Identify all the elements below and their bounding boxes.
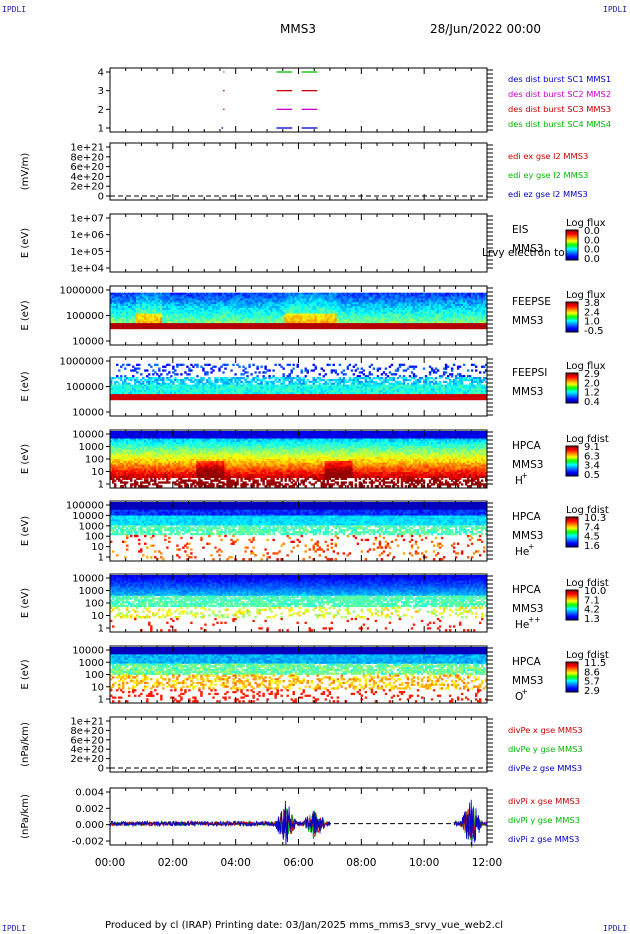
spectrogram-cell bbox=[232, 364, 234, 366]
spectrogram-cell bbox=[248, 366, 250, 368]
spectrogram-cell bbox=[234, 373, 236, 375]
instrument-label: EIS bbox=[512, 224, 529, 236]
spectrogram-cell bbox=[264, 377, 266, 379]
y-tick-label: 1000000 bbox=[59, 286, 104, 297]
y-axis-label: E (eV) bbox=[20, 228, 31, 258]
spectrogram-cell bbox=[246, 377, 248, 379]
spectrogram-cell bbox=[208, 364, 210, 366]
y-tick-label: 1e+05 bbox=[70, 247, 104, 258]
colorbar bbox=[566, 302, 578, 332]
spectrogram-cell bbox=[238, 366, 240, 368]
y-axis-label: E (eV) bbox=[20, 300, 31, 330]
spectrogram-cell bbox=[124, 368, 126, 370]
spectrogram-cell bbox=[148, 373, 150, 375]
spectrogram-cell bbox=[252, 364, 254, 366]
spectrogram-cell bbox=[244, 368, 246, 370]
spectrogram-cell bbox=[212, 369, 214, 371]
spectrogram-cell bbox=[260, 366, 262, 368]
legend-entry: edi ey gse l2 MMS3 bbox=[508, 170, 588, 180]
legend-entry: edi ez gse l2 MMS3 bbox=[508, 189, 588, 199]
legend-entry: des dist burst SC2 MMS2 bbox=[508, 89, 611, 99]
spectrogram-cell bbox=[206, 373, 208, 375]
panel-burst: 4 3 2 1 des dist burst SC1 MMS1 des dist burs… bbox=[98, 68, 611, 135]
spectrogram-cell bbox=[258, 371, 260, 373]
colorbar-tick-label: -0.5 bbox=[584, 326, 604, 337]
panel-frame bbox=[110, 214, 487, 272]
y-tick-label: 10000 bbox=[72, 337, 104, 348]
y-tick-label: 1e+07 bbox=[70, 214, 104, 225]
spectrogram-cell bbox=[116, 364, 118, 366]
spectrogram-cell bbox=[196, 375, 198, 377]
spectrogram-cell bbox=[274, 364, 276, 366]
overlay-text: Lrvy electron to bbox=[482, 247, 565, 259]
y-tick-label: 1 bbox=[98, 124, 104, 135]
spectrogram-cell bbox=[218, 369, 220, 371]
y-tick-label: 3 bbox=[98, 86, 104, 97]
spectrogram-cell bbox=[160, 373, 162, 375]
spectrogram-cell bbox=[168, 364, 170, 366]
spectrogram-cell bbox=[190, 369, 192, 371]
y-tick-label: 1e+04 bbox=[70, 264, 104, 275]
instrument-label: FEEPSE bbox=[512, 296, 551, 308]
spectrogram-cell bbox=[222, 371, 224, 373]
spectrogram-cell bbox=[174, 369, 176, 371]
spectrogram-cell bbox=[150, 366, 152, 368]
spectrogram-cell bbox=[170, 375, 172, 377]
y-tick-label: 1e+06 bbox=[70, 230, 104, 241]
spectrogram-cell bbox=[118, 369, 120, 371]
spectrogram-cell bbox=[138, 368, 140, 370]
legend-entry: des dist burst SC1 MMS1 bbox=[508, 74, 611, 84]
spectrogram-cell bbox=[288, 364, 290, 366]
legend-entry: des dist burst SC4 MMS4 bbox=[508, 119, 611, 129]
colorbar-tick-label: 0.0 bbox=[584, 254, 600, 265]
legend-entry: des dist burst SC3 MMS3 bbox=[508, 104, 611, 114]
spectrogram-cell bbox=[140, 373, 142, 375]
spectrogram-cell bbox=[268, 369, 270, 371]
y-tick-label: 4 bbox=[98, 68, 104, 79]
y-axis-label: (mV/m) bbox=[20, 153, 31, 191]
spectrogram-cell bbox=[224, 368, 226, 370]
spectrogram-cell bbox=[230, 369, 232, 371]
y-tick-label: 2 bbox=[98, 105, 104, 116]
spectrogram-cell bbox=[122, 364, 124, 366]
spectrogram-cell bbox=[128, 364, 130, 366]
spectrogram-cell bbox=[182, 364, 184, 366]
spectrogram-cell bbox=[282, 368, 284, 370]
spectrogram-cell bbox=[158, 369, 160, 371]
spectrogram-cell bbox=[246, 371, 248, 373]
legend-entry: edi ex gse l2 MMS3 bbox=[508, 151, 588, 161]
spectrogram-cell bbox=[180, 373, 182, 375]
spectrogram-cell bbox=[168, 371, 170, 373]
spectrogram-cell bbox=[226, 364, 228, 366]
spacecraft-label: MMS3 bbox=[512, 315, 543, 327]
panel-feepsi: 100000010000010000E (eV)Log flux2.92.01.… bbox=[20, 357, 606, 419]
spectrogram-cell bbox=[250, 373, 252, 375]
spectrogram-cell bbox=[214, 366, 216, 368]
colorbar bbox=[566, 230, 578, 260]
spectrogram-cell bbox=[164, 369, 166, 371]
y-tick-label: 100000 bbox=[66, 311, 104, 322]
panel-frame bbox=[110, 143, 487, 200]
spectrogram-cell bbox=[138, 364, 140, 366]
spectrogram-cell bbox=[136, 371, 138, 373]
spectrogram-cell bbox=[176, 373, 178, 375]
spectrogram-cell bbox=[202, 379, 204, 381]
panel-frame bbox=[110, 68, 487, 132]
y-tick-label: 0 bbox=[98, 192, 104, 203]
spectrogram-cell bbox=[146, 369, 148, 371]
spectrogram-cell bbox=[256, 368, 258, 370]
spectrogram-cell bbox=[156, 364, 158, 366]
spectrogram-cell bbox=[254, 371, 256, 373]
spectrogram-cell bbox=[188, 373, 190, 375]
spectrogram-cell bbox=[272, 369, 274, 371]
spectrogram-cell bbox=[196, 366, 198, 368]
